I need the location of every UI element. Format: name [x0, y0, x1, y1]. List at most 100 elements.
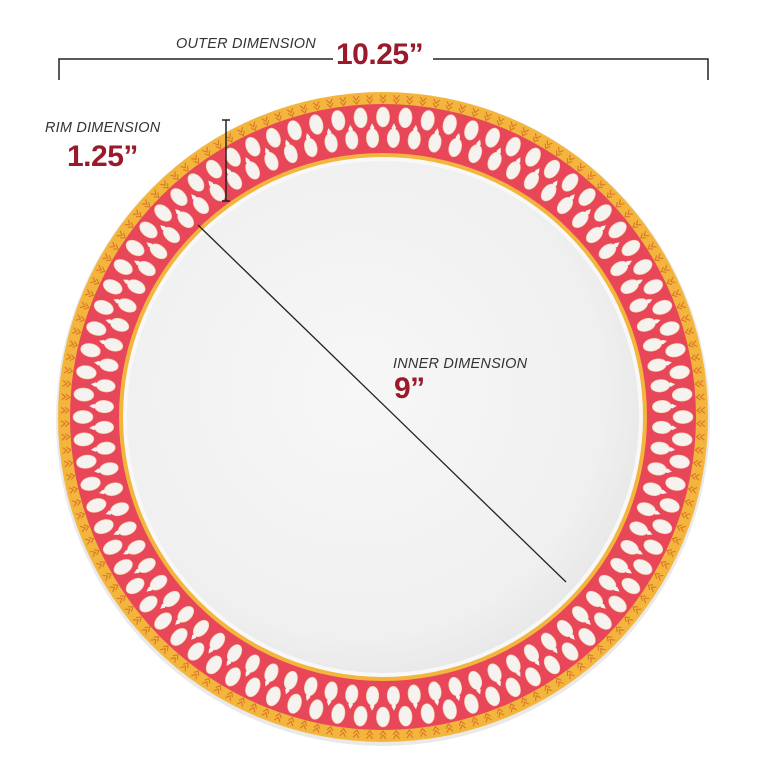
diamond-mark: [245, 157, 250, 166]
chevron-mark: [202, 677, 211, 687]
oval-mark: [76, 365, 97, 380]
chevron-mark: [84, 536, 95, 545]
diamond-mark: [208, 180, 214, 188]
chevron-mark: [352, 728, 360, 739]
chevron-mark: [392, 94, 400, 105]
oval-mark: [73, 432, 95, 447]
chevron-mark: [286, 107, 295, 118]
chevron-mark: [624, 209, 634, 218]
chevron-mark: [124, 606, 134, 615]
diamond-mark: [599, 602, 606, 609]
chevron-mark: [676, 301, 687, 310]
oval-mark: [331, 703, 346, 724]
diamond-mark: [160, 602, 167, 609]
oval-mark: [669, 365, 690, 380]
oval-mark: [621, 577, 641, 595]
chevron-mark: [102, 572, 112, 581]
oval-mark: [80, 343, 101, 358]
chevron-mark: [640, 595, 650, 604]
diamond-mark: [226, 658, 232, 666]
chevron-mark: [445, 101, 454, 111]
diamond-mark: [391, 123, 397, 133]
chevron-mark: [615, 626, 625, 635]
oval-mark: [154, 612, 172, 630]
oval-mark: [442, 699, 457, 720]
oval-mark: [525, 667, 541, 687]
diamond-mark: [455, 692, 461, 701]
chevron-mark: [62, 379, 72, 388]
chevron-mark: [392, 729, 400, 740]
chevron-mark: [79, 301, 90, 310]
oval-mark: [608, 221, 627, 239]
chevron-mark: [379, 730, 387, 740]
chevron-mark: [687, 486, 698, 494]
chevron-mark: [339, 96, 347, 107]
oval-mark: [86, 498, 107, 513]
oval-mark: [287, 693, 302, 714]
chevron-mark: [692, 366, 703, 374]
chevron-mark: [299, 104, 308, 114]
chevron-mark: [647, 584, 657, 593]
chevron-mark: [666, 276, 676, 285]
diamond-mark: [348, 700, 353, 710]
diamond-mark: [191, 194, 198, 201]
diamond-mark: [552, 646, 558, 654]
diamond-mark: [434, 697, 440, 706]
chevron-mark: [632, 606, 642, 615]
oval-mark: [621, 239, 641, 257]
oval-mark: [125, 577, 145, 595]
diamond-mark: [612, 586, 620, 592]
diamond-mark: [552, 180, 558, 188]
diamond-mark: [369, 701, 375, 711]
chevron-mark: [484, 712, 493, 723]
chevron-mark: [141, 199, 151, 208]
diamond-mark: [534, 168, 540, 176]
oval-mark: [505, 136, 521, 157]
rim-dimension-value: 1.25”: [67, 140, 138, 173]
diamond-mark: [666, 447, 676, 452]
chevron-mark: [458, 720, 467, 730]
chevron-mark: [61, 433, 71, 441]
chevron-mark: [566, 670, 575, 680]
oval-mark: [376, 106, 390, 128]
chevron-mark: [566, 154, 575, 164]
oval-mark: [420, 703, 435, 724]
oval-mark: [245, 677, 261, 698]
chevron-mark: [191, 670, 200, 680]
diamond-mark: [568, 194, 575, 201]
oval-mark: [102, 279, 123, 295]
diamond-mark: [369, 123, 375, 133]
chevron-mark: [654, 572, 664, 581]
chevron-mark: [273, 111, 282, 122]
diamond-mark: [476, 686, 481, 695]
diamond-mark: [191, 633, 198, 640]
chevron-mark: [160, 645, 169, 654]
oval-mark: [309, 114, 324, 135]
oval-mark: [665, 476, 686, 491]
diamond-mark: [644, 530, 653, 535]
chevron-mark: [352, 95, 360, 106]
diamond-mark: [476, 139, 481, 148]
chevron-mark: [587, 654, 596, 663]
chevron-mark: [180, 662, 189, 672]
oval-mark: [125, 239, 145, 257]
chevron-mark: [61, 393, 71, 401]
chevron-mark: [587, 171, 596, 180]
chevron-mark: [671, 536, 682, 545]
oval-mark: [464, 120, 479, 141]
chevron-mark: [694, 446, 704, 455]
diamond-mark: [146, 242, 154, 248]
diamond-mark: [105, 510, 114, 515]
chevron-mark: [116, 230, 126, 239]
oval-mark: [578, 188, 596, 206]
diamond-mark: [175, 618, 182, 625]
diamond-mark: [455, 133, 461, 142]
diamond-mark: [516, 668, 521, 677]
chevron-mark: [687, 340, 698, 348]
chevron-mark: [696, 420, 706, 428]
oval-mark: [331, 110, 346, 131]
diamond-mark: [434, 128, 440, 137]
chevron-mark: [312, 723, 321, 733]
chevron-mark: [632, 219, 642, 228]
chevron-mark: [60, 420, 70, 428]
